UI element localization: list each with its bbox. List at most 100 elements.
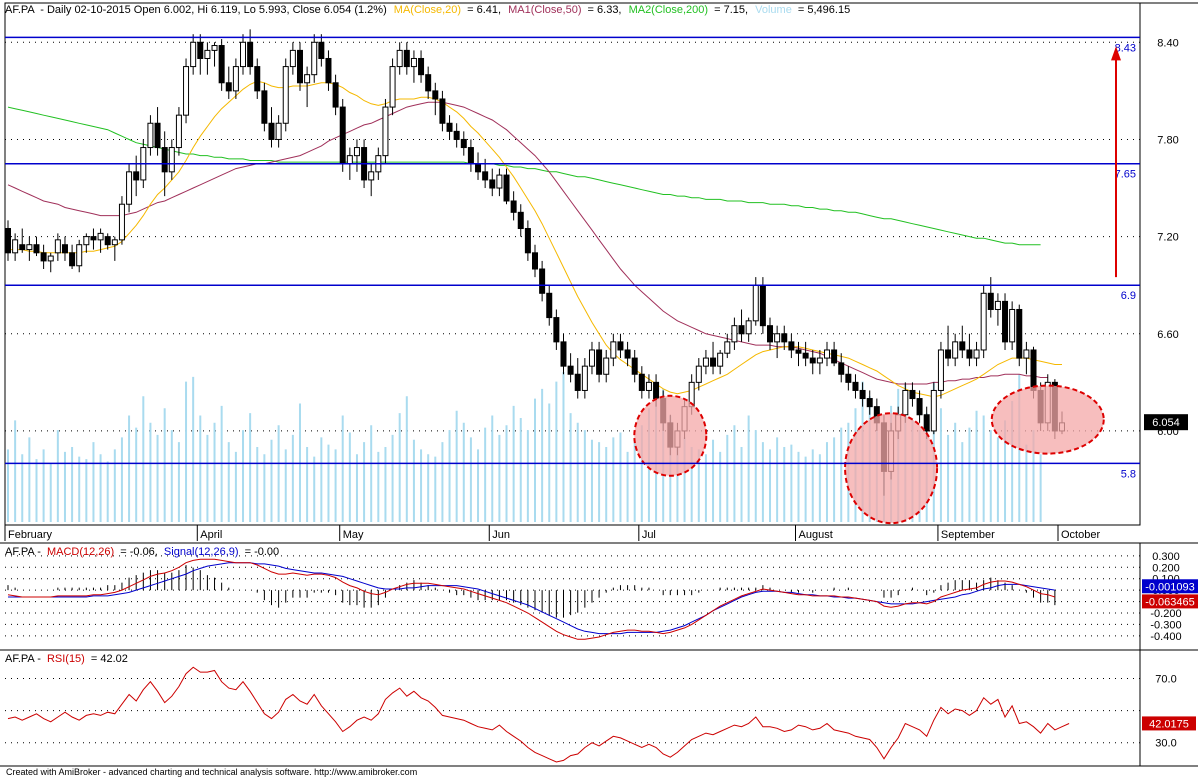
price-header: AF.PA - Daily 02-10-2015 Open 6.002, Hi … xyxy=(5,4,850,16)
candle-down xyxy=(439,98,446,124)
candle-up xyxy=(232,66,239,92)
candle-down xyxy=(446,122,453,132)
price-tick-label: 7.20 xyxy=(1157,232,1178,244)
candle-up xyxy=(211,45,218,51)
candle-up xyxy=(745,320,752,335)
rsi-line xyxy=(7,666,1070,763)
candle-down xyxy=(254,66,261,92)
candle-down xyxy=(574,373,581,391)
candle-up xyxy=(994,300,1001,310)
candle-down xyxy=(475,163,482,173)
candle-down xyxy=(966,349,973,359)
candle-up xyxy=(717,352,724,367)
price-tick-label: 6.60 xyxy=(1157,329,1178,341)
month-label: April xyxy=(200,529,222,541)
candle-down xyxy=(624,349,631,359)
candle-up xyxy=(240,41,247,68)
header-ma50-label: MA1(Close,50) xyxy=(508,4,581,16)
ma200-line xyxy=(7,106,1041,246)
candle-down xyxy=(859,389,866,400)
macd-line xyxy=(7,558,1056,640)
candle-up xyxy=(937,349,944,391)
candle-down xyxy=(154,122,161,149)
macd-header-label: MACD(12,26) xyxy=(47,546,114,558)
macd-last-box xyxy=(1142,594,1198,609)
candle-down xyxy=(866,398,873,408)
candle-down xyxy=(546,292,553,319)
candle-down xyxy=(767,325,774,343)
level-label: 7.65 xyxy=(1115,169,1136,181)
candle-down xyxy=(403,49,410,68)
candle-down xyxy=(617,341,624,351)
candle-down xyxy=(40,252,47,262)
candle-down xyxy=(1002,300,1009,343)
candle-up xyxy=(175,114,182,149)
candle-up xyxy=(410,57,417,68)
candle-down xyxy=(90,236,97,241)
candle-down xyxy=(332,82,339,108)
macd-tick-label: 0.300 xyxy=(1152,551,1180,563)
candle-up xyxy=(47,255,54,262)
candle-down xyxy=(33,244,40,254)
candle-up xyxy=(183,66,190,116)
candle-up xyxy=(396,49,403,68)
month-axis: February April May Jun Jul August September Oct… xyxy=(4,525,1100,541)
candle-down xyxy=(339,106,346,165)
price-axis: 8.407.807.206.606.006.054 xyxy=(1144,37,1188,438)
candle-down xyxy=(631,357,638,375)
candle-down xyxy=(987,292,994,310)
candle-up xyxy=(823,349,830,359)
macd-tick-label: 0.200 xyxy=(1152,562,1180,574)
candle-down xyxy=(560,341,567,367)
macd-lines xyxy=(7,558,1056,640)
candle-down xyxy=(524,228,531,254)
macd-histogram xyxy=(7,565,1056,618)
candle-up xyxy=(147,122,154,149)
candle-up xyxy=(973,349,980,359)
candle-down xyxy=(553,317,560,343)
rsi-axis: 70.0 30.0 42.0175 xyxy=(1142,673,1196,750)
candle-up xyxy=(168,147,175,173)
candle-down xyxy=(809,357,816,364)
candle-down xyxy=(795,349,802,354)
candle-down xyxy=(916,398,923,416)
candle-down xyxy=(432,90,439,100)
support-circle xyxy=(844,412,939,525)
candle-down xyxy=(517,211,524,230)
support-circle xyxy=(990,384,1105,455)
candle-up xyxy=(346,155,353,165)
candle-up xyxy=(1009,308,1016,343)
candle-down xyxy=(1016,308,1023,359)
candle-up xyxy=(190,41,197,68)
volume-bars xyxy=(7,372,1042,522)
candle-up xyxy=(816,357,823,364)
header-ma200-label: MA2(Close,200) xyxy=(629,4,708,16)
candle-up xyxy=(1023,349,1030,359)
candle-down xyxy=(453,130,460,140)
last-price-label: 6.054 xyxy=(1152,417,1180,429)
month-label: February xyxy=(8,529,53,541)
candle-down xyxy=(596,349,603,375)
header-ma20-label: MA(Close,20) xyxy=(394,4,461,16)
macd-last-label: -0.001093 xyxy=(1145,581,1195,593)
candle-down xyxy=(318,41,325,59)
candle-down xyxy=(225,82,232,92)
header-ma200-value: = 7.15, xyxy=(714,4,748,16)
candle-down xyxy=(638,373,645,391)
candle-up xyxy=(311,41,318,76)
candle-down xyxy=(781,333,788,343)
candle-up xyxy=(603,357,610,375)
rsi-header: AF.PA - RSI(15) = 42.02 xyxy=(5,653,128,665)
candle-down xyxy=(738,325,745,335)
candle-up xyxy=(118,203,125,241)
candle-down xyxy=(268,122,275,140)
candle-up xyxy=(731,325,738,343)
candle-up xyxy=(952,341,959,359)
candle-up xyxy=(368,171,375,181)
candle-up xyxy=(702,357,709,367)
rsi-header-ticker: AF.PA - xyxy=(5,653,41,665)
candle-up xyxy=(83,236,90,246)
candle-up xyxy=(204,49,211,59)
candle-down xyxy=(247,41,254,68)
